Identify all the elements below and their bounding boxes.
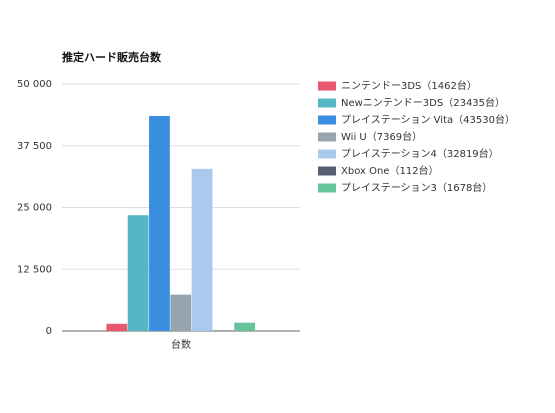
bar	[191, 168, 213, 331]
y-tick-label: 0	[46, 326, 52, 337]
legend-swatch	[318, 98, 336, 108]
legend-label: Wii U（7369台）	[341, 130, 422, 143]
legend-swatch	[318, 166, 336, 176]
x-tick-label: 台数	[171, 338, 191, 351]
bar	[234, 322, 256, 331]
y-tick-label: 50 000	[17, 79, 52, 90]
legend-label: プレイステーション Vita（43530台）	[341, 113, 515, 126]
bar	[170, 294, 192, 331]
legend-swatch	[318, 183, 336, 193]
legend-label: Xbox One（112台）	[341, 164, 439, 177]
y-tick-label: 25 000	[17, 203, 52, 214]
legend-swatch	[318, 115, 336, 125]
legend-swatch	[318, 81, 336, 91]
legend-label: Newニンテンドー3DS（23435台）	[341, 96, 505, 109]
legend-label: プレイステーション3（1678台）	[341, 181, 492, 194]
legend-label: プレイステーション4（32819台）	[341, 147, 499, 160]
bar	[127, 215, 149, 331]
legend-swatch	[318, 132, 336, 142]
legend-swatch	[318, 149, 336, 159]
y-tick-label: 37 500	[17, 141, 52, 152]
bar	[106, 323, 128, 331]
legend-label: ニンテンドー3DS（1462台）	[341, 79, 477, 92]
bar	[212, 330, 234, 331]
chart-title: 推定ハード販売台数	[62, 50, 162, 64]
bar	[149, 115, 170, 332]
y-tick-label: 12 500	[17, 264, 52, 275]
